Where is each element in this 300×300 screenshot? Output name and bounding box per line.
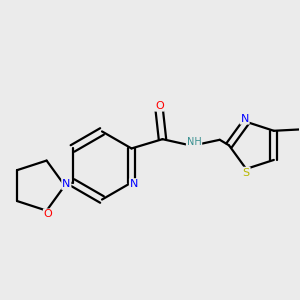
Text: S: S — [243, 168, 250, 178]
Text: N: N — [62, 179, 70, 189]
Text: O: O — [155, 101, 164, 111]
Text: O: O — [44, 209, 52, 219]
Text: NH: NH — [187, 137, 201, 147]
Text: N: N — [130, 179, 138, 189]
Text: N: N — [240, 114, 249, 124]
